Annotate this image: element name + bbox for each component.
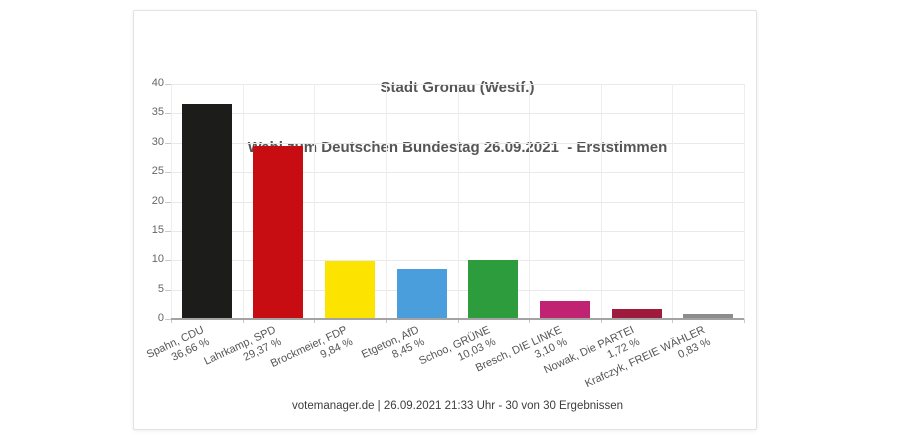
x-axis-tick: [385, 319, 387, 323]
y-axis-label: 30: [151, 135, 164, 148]
x-axis-tick: [314, 319, 316, 323]
x-axis-tick: [457, 319, 459, 323]
gridline-vertical: [171, 84, 172, 319]
chart-title-line1: Stadt Gronau (Westf.): [380, 79, 535, 96]
bar-Spahn, CDU: [181, 103, 232, 319]
x-axis-category-label: Etgeton, AfD 8,45 %: [360, 324, 427, 374]
x-axis-tick: [171, 319, 172, 323]
y-axis-tick: [165, 84, 171, 85]
bar-chart: 0 5 10 15 20 25 30 35 40 Spahn, CDU 36,66 % Lahrkam…: [134, 11, 758, 431]
x-axis-category-label: Lahrkamp, SPD 29,37 %: [202, 324, 283, 380]
gridline-vertical: [242, 84, 244, 319]
x-axis-category-label: Brockmeier, FDP 9,84 %: [269, 324, 355, 383]
gridline-vertical: [744, 84, 745, 319]
y-axis-label: 20: [151, 194, 164, 207]
y-axis-label: 25: [151, 165, 164, 178]
x-axis-category-label: Spahn, CDU 36,66 %: [145, 324, 212, 374]
y-axis-tick: [165, 113, 171, 115]
y-axis-label: 40: [151, 77, 164, 89]
x-axis-tick: [672, 319, 674, 323]
chart-footer-caption: votemanager.de | 26.09.2021 21:33 Uhr - …: [292, 400, 623, 412]
x-axis-line: [171, 318, 744, 320]
gridline-vertical: [529, 84, 531, 319]
gridline-vertical: [672, 84, 674, 319]
bar-Krafczyk, FREIE WÄHLER: [683, 314, 734, 319]
bar-Bresch, DIE LINKE: [539, 300, 590, 319]
y-axis-label: 15: [151, 223, 164, 236]
y-axis-label: 5: [157, 282, 164, 295]
y-axis-tick: [165, 201, 171, 203]
x-axis-tick: [744, 319, 745, 323]
bar-Etgeton, AfD: [396, 269, 447, 319]
x-axis-tick: [242, 319, 244, 323]
bar-Brockmeier, FDP: [325, 261, 376, 319]
y-axis-tick: [165, 319, 171, 320]
y-axis-label: 0: [157, 312, 164, 324]
gridline-vertical: [600, 84, 602, 319]
y-axis-tick: [165, 289, 171, 291]
gridline-vertical: [457, 84, 459, 319]
chart-card: Stadt Gronau (Westf.) Wahl zum Deutschen…: [133, 10, 757, 430]
bar-Nowak, Die PARTEI: [611, 308, 662, 319]
x-axis-tick: [600, 319, 602, 323]
y-axis-label: 10: [151, 253, 164, 266]
bar-Lahrkamp, SPD: [253, 146, 304, 319]
gridline-vertical: [385, 84, 387, 319]
y-axis-tick: [165, 260, 171, 262]
y-axis-tick: [165, 142, 171, 144]
y-axis-label: 35: [151, 106, 164, 119]
y-axis-tick: [165, 172, 171, 174]
y-axis-tick: [165, 230, 171, 232]
bar-Schoo, GRÜNE: [468, 260, 519, 319]
gridline-vertical: [314, 84, 316, 319]
x-axis-tick: [529, 319, 531, 323]
